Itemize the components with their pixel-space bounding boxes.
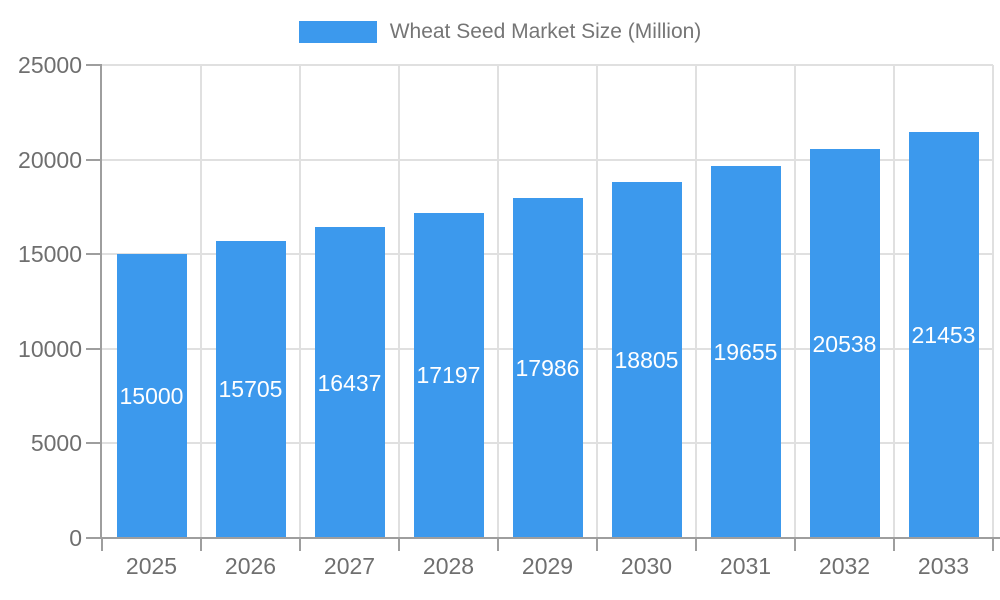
legend-swatch — [298, 21, 377, 43]
y-gridline — [102, 158, 993, 161]
y-tick-mark — [86, 253, 102, 256]
x-gridline — [398, 65, 400, 538]
x-gridline — [695, 65, 697, 538]
x-tick-mark — [398, 538, 400, 551]
bar[interactable] — [215, 240, 286, 538]
x-tick-label: 2027 — [323, 553, 376, 579]
y-tick-label: 25000 — [18, 52, 82, 78]
y-tick-mark — [86, 537, 102, 539]
y-tick-mark — [86, 442, 102, 445]
x-tick-label: 2028 — [422, 553, 475, 579]
x-tick-label: 2032 — [818, 553, 871, 579]
y-tick-label: 5000 — [30, 430, 82, 457]
x-tick-mark — [101, 538, 103, 551]
bar-value-label: 20538 — [812, 330, 877, 357]
bar[interactable] — [116, 254, 187, 538]
x-tick-mark — [497, 538, 499, 551]
x-gridline — [596, 65, 598, 538]
x-gridline — [299, 65, 301, 538]
legend[interactable]: Wheat Seed Market Size (Million) — [0, 20, 1000, 44]
x-tick-mark — [200, 538, 202, 551]
x-gridline — [893, 65, 895, 538]
x-gridline — [200, 65, 202, 538]
bar[interactable] — [314, 227, 385, 538]
bar[interactable] — [611, 182, 682, 538]
y-tick-mark — [86, 347, 102, 350]
x-tick-mark — [695, 538, 697, 551]
bar[interactable] — [908, 132, 979, 538]
x-tick-label: 2031 — [719, 553, 772, 579]
x-tick-label: 2029 — [521, 553, 574, 579]
x-tick-mark — [596, 538, 598, 551]
x-gridline — [794, 65, 796, 538]
x-axis-line — [100, 537, 1000, 539]
x-tick-mark — [794, 538, 796, 551]
bar-value-label: 19655 — [713, 339, 778, 366]
bar-value-label: 15705 — [218, 376, 283, 403]
bar-value-label: 16437 — [317, 369, 382, 396]
y-tick-mark — [86, 158, 102, 161]
bar[interactable] — [809, 149, 880, 538]
y-tick-label: 10000 — [18, 335, 82, 362]
bar[interactable] — [512, 197, 583, 538]
bar-value-label: 15000 — [119, 383, 184, 410]
y-tick-mark — [86, 64, 102, 66]
x-gridline — [992, 65, 994, 538]
x-tick-mark — [299, 538, 301, 551]
bar[interactable] — [710, 166, 781, 538]
legend-label: Wheat Seed Market Size (Million) — [389, 20, 702, 43]
x-tick-mark — [893, 538, 895, 551]
x-tick-mark — [992, 538, 994, 551]
y-axis-line — [100, 65, 102, 538]
bar-value-label: 18805 — [614, 347, 679, 374]
y-tick-label: 15000 — [18, 241, 82, 268]
y-gridline — [102, 64, 993, 66]
bar-value-label: 17986 — [515, 354, 580, 381]
bar-value-label: 17197 — [416, 362, 481, 389]
x-tick-label: 2030 — [620, 553, 673, 579]
x-gridline — [497, 65, 499, 538]
y-tick-label: 20000 — [18, 146, 82, 173]
bar-value-label: 21453 — [911, 322, 976, 349]
y-tick-label: 0 — [69, 525, 82, 551]
x-tick-label: 2026 — [224, 553, 277, 579]
x-tick-label: 2025 — [125, 553, 178, 579]
x-tick-label: 2033 — [917, 553, 970, 579]
bar[interactable] — [413, 212, 484, 538]
